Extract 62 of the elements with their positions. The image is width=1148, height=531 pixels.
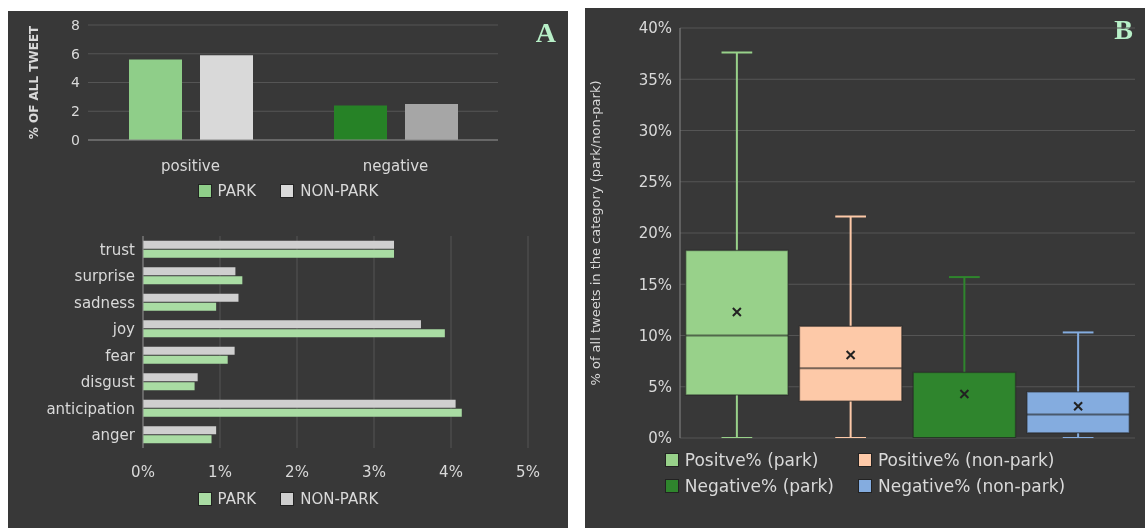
bar (143, 435, 212, 444)
legend-label: Positve% (park) (684, 450, 819, 470)
bar (143, 267, 236, 276)
bar (143, 302, 217, 311)
bar (143, 355, 228, 364)
y-tick-label: surprise (74, 267, 135, 286)
y-tick-label: anger (91, 426, 136, 445)
y-tick-label: 35% (638, 70, 672, 89)
text: A (535, 17, 556, 49)
y-axis-title: % of all tweets in the category (park/non-park) (587, 80, 603, 386)
bar (143, 249, 395, 258)
y-tick-label: 5% (648, 378, 672, 397)
legend-label: Positive% (non-park) (877, 450, 1055, 470)
x-tick-label: negative (362, 156, 429, 175)
y-tick-label: 30% (638, 121, 672, 140)
x-tick-label: positive (161, 156, 220, 175)
y-tick-label: 10% (638, 326, 672, 345)
y-tick-label: disgust (80, 373, 136, 392)
bar (143, 276, 243, 285)
y-tick-label: 40% (638, 19, 672, 38)
y-tick-label: 4 (71, 74, 81, 91)
bar (143, 320, 421, 329)
y-tick-label: 15% (638, 275, 672, 294)
y-tick-label: 6 (71, 45, 81, 62)
legend-label: Negative% (non-park) (877, 476, 1066, 496)
bar (143, 240, 395, 249)
x-tick-label: 2% (285, 462, 309, 481)
y-tick-label: 2 (71, 103, 80, 120)
y-tick-label: fear (105, 346, 136, 365)
y-tick-label: 0% (648, 429, 672, 448)
bar (129, 59, 182, 140)
y-tick-label: trust (99, 240, 136, 259)
legend-label: NON-PARK (300, 490, 379, 508)
bar (405, 104, 458, 140)
annotation: B (1114, 14, 1133, 46)
x-tick-label: 4% (439, 462, 463, 481)
y-tick-label: 20% (638, 224, 672, 243)
bar (143, 408, 462, 417)
legend-label: PARK (217, 182, 257, 200)
bar (143, 346, 235, 355)
legend-label: Negative% (park) (684, 476, 834, 496)
y-tick-label: 0 (71, 131, 80, 148)
bar (143, 399, 456, 408)
y-tick-label: anticipation (46, 399, 135, 418)
legend-label: PARK (217, 490, 257, 508)
bar (143, 382, 195, 391)
y-tick-label: 8 (71, 16, 80, 33)
bar (143, 373, 198, 382)
bar (334, 105, 387, 140)
x-tick-label: 0% (131, 462, 155, 481)
bar (143, 426, 217, 435)
bar (143, 329, 445, 338)
x-tick-label: 5% (516, 462, 540, 481)
x-tick-label: 1% (208, 462, 232, 481)
legend-label: NON-PARK (300, 182, 379, 200)
y-axis-title: % OF ALL TWEET (27, 24, 42, 140)
bar (200, 55, 253, 140)
y-tick-label: sadness (74, 293, 136, 312)
y-tick-label: joy (111, 320, 136, 339)
bar (143, 293, 239, 302)
y-tick-label: 25% (638, 173, 672, 192)
x-tick-label: 3% (362, 462, 386, 481)
